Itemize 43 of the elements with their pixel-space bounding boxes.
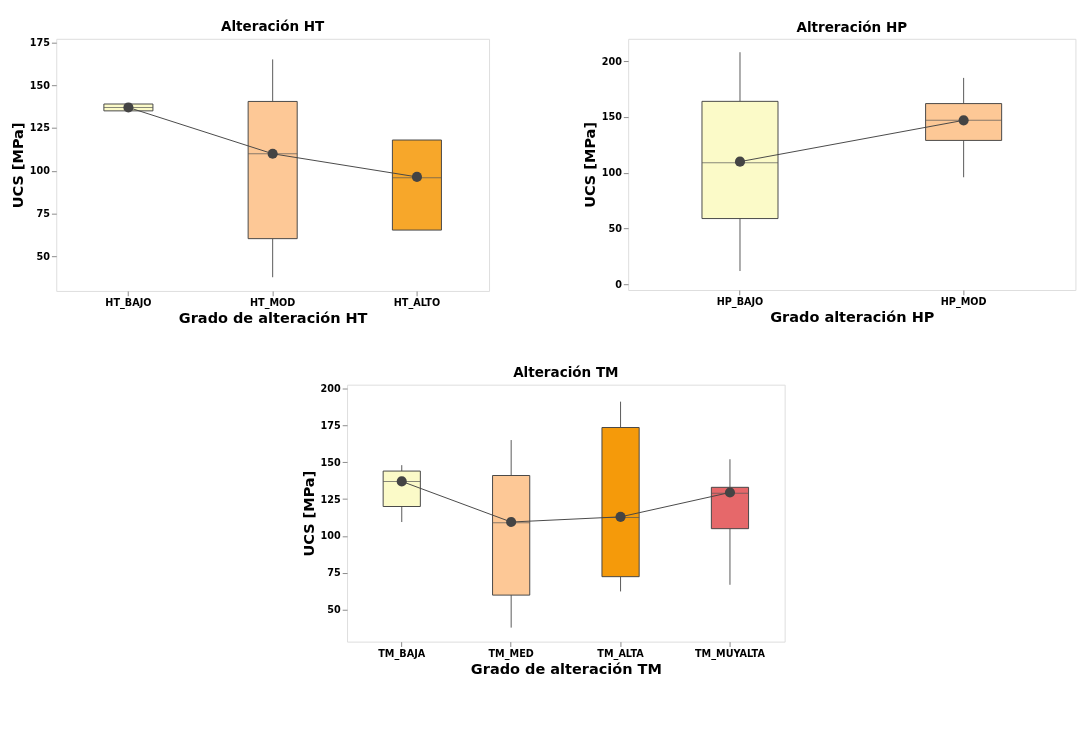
point: [506, 516, 517, 528]
y-tick-label: 75: [36, 208, 51, 220]
y-tick-label: 100: [29, 165, 51, 177]
point: [411, 171, 422, 182]
x-tick-label: TM_MUYALTA: [695, 647, 766, 660]
x-tick-label: HP_BAJO: [716, 295, 764, 308]
y-tick-label: 125: [29, 122, 51, 134]
x-tick-label: TM_BAJA: [378, 647, 426, 660]
y-tick-label: 150: [320, 456, 342, 468]
y-axis-title: UCS [MPa]: [300, 470, 317, 557]
x-axis-title: Grado alteración HP: [770, 309, 935, 326]
y-tick-label: 125: [320, 493, 342, 505]
y-tick-label: 75: [327, 567, 342, 579]
y-axis-title: UCS [MPa]: [10, 122, 27, 209]
x-tick-label: TM_MED: [488, 647, 534, 660]
y-tick-label: 100: [601, 167, 623, 179]
chart-title: Alteración HT: [221, 17, 326, 34]
x-tick-label: HP_MOD: [940, 295, 987, 308]
y-tick-label: 50: [327, 604, 342, 616]
x-tick-label: HT_ALTO: [393, 296, 441, 309]
point: [267, 148, 278, 159]
y-tick-label: 175: [320, 419, 342, 431]
point: [123, 102, 134, 113]
y-tick-label: 50: [608, 222, 623, 234]
y-tick-label: 150: [29, 79, 51, 91]
y-axis-title: UCS [MPa]: [581, 122, 598, 208]
y-tick-label: 0: [615, 278, 623, 290]
y-tick-label: 50: [36, 251, 51, 263]
x-tick-label: HT_BAJO: [105, 296, 152, 309]
y-tick-label: 200: [601, 55, 623, 67]
chart-title: Alteración TM: [513, 363, 619, 380]
point: [724, 487, 736, 498]
point: [615, 511, 626, 522]
x-tick-label: TM_ALTA: [597, 647, 645, 660]
x-tick-label: HT_MOD: [249, 296, 296, 309]
x-axis-title: Grado de alteración HT: [178, 310, 368, 327]
chart-title: Altreración HP: [796, 19, 908, 36]
x-axis-title: Grado de alteración TM: [470, 661, 662, 677]
y-tick-label: 175: [29, 36, 51, 48]
y-tick-label: 150: [601, 111, 623, 123]
y-tick-label: 200: [320, 382, 342, 394]
y-tick-label: 100: [320, 530, 342, 542]
point: [396, 476, 407, 487]
